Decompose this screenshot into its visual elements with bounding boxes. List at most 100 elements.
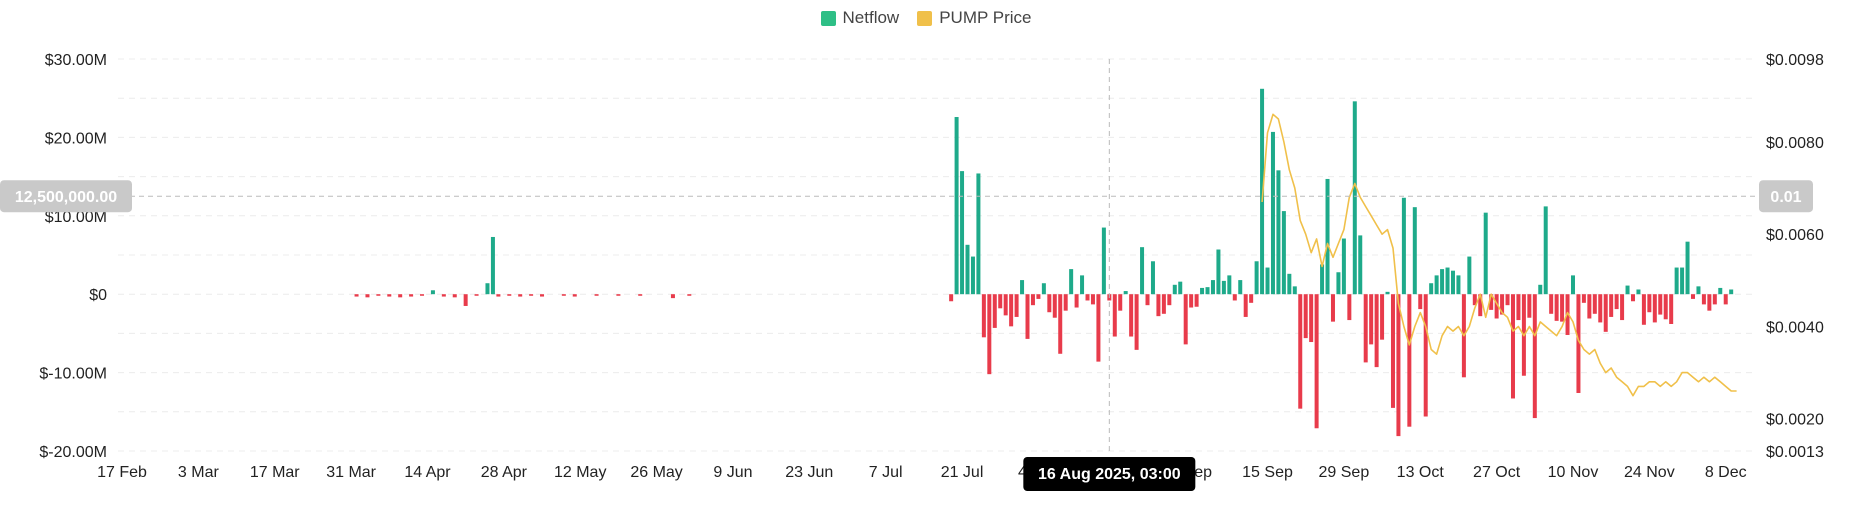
netflow-bar-negative[interactable] (474, 294, 479, 296)
netflow-bar-positive[interactable] (1292, 286, 1297, 295)
netflow-bar-positive[interactable] (1178, 281, 1183, 295)
netflow-bar-negative[interactable] (1620, 294, 1625, 321)
netflow-bar-negative[interactable] (998, 294, 1003, 309)
netflow-bar-positive[interactable] (1467, 256, 1472, 295)
netflow-bar-positive[interactable] (1450, 270, 1455, 295)
netflow-bar-positive[interactable] (954, 117, 959, 295)
netflow-bar-negative[interactable] (1330, 294, 1335, 322)
netflow-bar-negative[interactable] (1390, 294, 1395, 408)
netflow-bar-positive[interactable] (976, 173, 981, 295)
netflow-bar-negative[interactable] (1314, 294, 1319, 429)
netflow-bar-positive[interactable] (1281, 211, 1286, 295)
netflow-bar-positive[interactable] (1434, 275, 1439, 295)
netflow-bar-negative[interactable] (1369, 294, 1374, 345)
netflow-bar-negative[interactable] (1663, 294, 1668, 320)
netflow-bar-positive[interactable] (965, 244, 970, 295)
netflow-bar-negative[interactable] (670, 294, 675, 299)
price-line[interactable] (1261, 113, 1737, 397)
netflow-bar-negative[interactable] (1298, 294, 1303, 409)
netflow-bar-negative[interactable] (1309, 294, 1314, 343)
netflow-bar-positive[interactable] (1729, 289, 1734, 295)
netflow-bar-negative[interactable] (1423, 294, 1428, 417)
netflow-bar-positive[interactable] (1210, 280, 1215, 295)
netflow-bar-negative[interactable] (1161, 294, 1166, 314)
netflow-bar-negative[interactable] (1647, 294, 1652, 313)
netflow-bar-negative[interactable] (1707, 294, 1712, 311)
netflow-bar-negative[interactable] (1587, 294, 1592, 319)
netflow-bar-negative[interactable] (1630, 294, 1635, 302)
netflow-bar-negative[interactable] (1232, 294, 1237, 301)
netflow-bar-positive[interactable] (1680, 267, 1685, 295)
netflow-bar-positive[interactable] (1270, 131, 1275, 295)
netflow-bar-positive[interactable] (1221, 280, 1226, 295)
netflow-bar-positive[interactable] (1445, 267, 1450, 295)
netflow-bar-positive[interactable] (1685, 241, 1690, 295)
netflow-bar-positive[interactable] (1674, 267, 1679, 295)
netflow-bar-positive[interactable] (1718, 287, 1723, 295)
legend-item-price[interactable]: PUMP Price (917, 8, 1031, 28)
netflow-bar-negative[interactable] (1603, 294, 1608, 332)
netflow-bar-negative[interactable] (387, 294, 392, 297)
netflow-bar-positive[interactable] (1320, 264, 1325, 295)
netflow-bar-positive[interactable] (1227, 275, 1232, 295)
netflow-bar-negative[interactable] (1652, 294, 1657, 323)
netflow-bar-positive[interactable] (1140, 247, 1145, 295)
netflow-bar-negative[interactable] (1090, 294, 1095, 305)
netflow-bar-negative[interactable] (1560, 294, 1565, 322)
netflow-bar-negative[interactable] (1030, 294, 1035, 306)
netflow-bar-negative[interactable] (354, 294, 359, 297)
netflow-bar-positive[interactable] (1401, 197, 1406, 295)
netflow-bar-positive[interactable] (1483, 212, 1488, 295)
netflow-bar-negative[interactable] (1058, 294, 1063, 354)
netflow-bar-negative[interactable] (376, 294, 381, 296)
netflow-bar-negative[interactable] (1723, 294, 1728, 305)
netflow-bar-negative[interactable] (1516, 294, 1521, 321)
netflow-bar-positive[interactable] (1341, 238, 1346, 295)
netflow-bar-negative[interactable] (1249, 294, 1254, 303)
netflow-bar-positive[interactable] (1543, 206, 1548, 295)
netflow-bar-positive[interactable] (1625, 285, 1630, 295)
netflow-bar-positive[interactable] (1636, 289, 1641, 295)
netflow-bar-negative[interactable] (1505, 294, 1510, 306)
netflow-bar-negative[interactable] (1063, 294, 1068, 311)
netflow-bar-negative[interactable] (1374, 294, 1379, 368)
netflow-bar-positive[interactable] (490, 236, 495, 295)
netflow-bar-negative[interactable] (1047, 294, 1052, 313)
netflow-bar-positive[interactable] (1238, 280, 1243, 295)
netflow-bar-negative[interactable] (496, 294, 501, 297)
legend-item-netflow[interactable]: Netflow (820, 8, 899, 28)
netflow-bar-positive[interactable] (1101, 227, 1106, 295)
netflow-bar-negative[interactable] (616, 294, 621, 296)
netflow-bar-negative[interactable] (1003, 294, 1008, 316)
netflow-bar-positive[interactable] (1216, 249, 1221, 295)
netflow-bar-negative[interactable] (518, 294, 523, 297)
netflow-bar-negative[interactable] (1129, 294, 1134, 337)
netflow-bar-positive[interactable] (960, 171, 965, 295)
netflow-bar-positive[interactable] (1336, 272, 1341, 295)
netflow-bar-negative[interactable] (398, 294, 403, 298)
netflow-bar-negative[interactable] (1576, 294, 1581, 393)
netflow-bar-negative[interactable] (1303, 294, 1308, 339)
netflow-bar-positive[interactable] (1696, 286, 1701, 295)
netflow-bar-negative[interactable] (1712, 294, 1717, 305)
netflow-bar-negative[interactable] (420, 294, 425, 296)
netflow-bar-negative[interactable] (638, 294, 643, 296)
netflow-bar-negative[interactable] (1074, 294, 1079, 308)
netflow-bar-negative[interactable] (1243, 294, 1248, 317)
netflow-bar-negative[interactable] (1701, 294, 1706, 305)
netflow-bar-negative[interactable] (1167, 294, 1172, 306)
netflow-bar-negative[interactable] (992, 294, 997, 328)
netflow-bar-positive[interactable] (1020, 280, 1025, 295)
netflow-bar-negative[interactable] (1194, 294, 1199, 307)
netflow-bar-negative[interactable] (1145, 294, 1150, 306)
netflow-bar-negative[interactable] (949, 294, 954, 302)
netflow-bar-positive[interactable] (1287, 273, 1292, 295)
netflow-bar-positive[interactable] (1358, 235, 1363, 295)
netflow-bar-negative[interactable] (1085, 294, 1090, 301)
netflow-bar-negative[interactable] (572, 294, 577, 297)
netflow-bar-negative[interactable] (594, 294, 599, 296)
netflow-bar-negative[interactable] (1096, 294, 1101, 362)
netflow-bar-positive[interactable] (485, 283, 490, 295)
netflow-bar-positive[interactable] (1150, 261, 1155, 295)
